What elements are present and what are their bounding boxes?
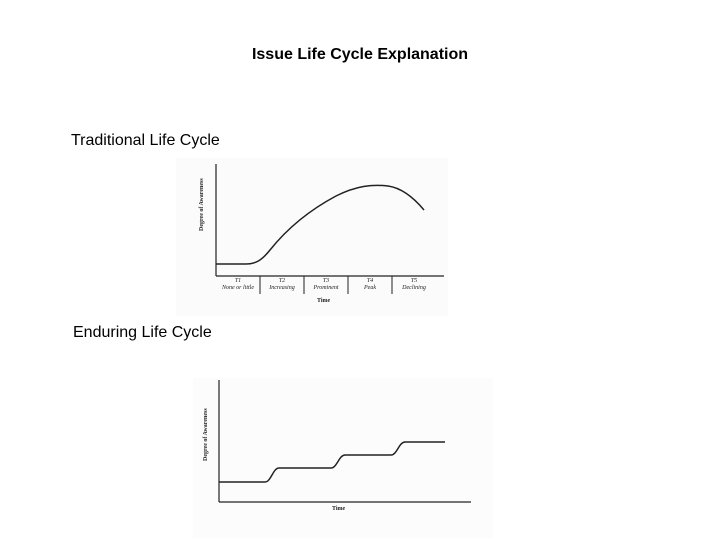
- traditional-phase-t3: T3 Prominent: [304, 278, 348, 292]
- traditional-life-cycle-label: Traditional Life Cycle: [71, 132, 220, 149]
- traditional-y-axis-label: Degree of Awareness: [199, 178, 205, 231]
- traditional-phase-t5: T5 Declining: [392, 278, 436, 292]
- traditional-life-cycle-diagram: Degree of Awareness T1 None or little T2…: [176, 158, 448, 316]
- phase-code: T5: [410, 278, 418, 284]
- phase-code: T4: [366, 278, 374, 284]
- traditional-curve-svg: [215, 164, 444, 294]
- phase-code: T2: [278, 278, 286, 284]
- phase-name: None or little: [222, 285, 254, 291]
- enduring-curve-svg: [218, 380, 471, 503]
- enduring-x-axis-label: Time: [332, 506, 346, 512]
- enduring-life-cycle-diagram: Degree of Awareness Time: [193, 378, 493, 538]
- phase-code: T1: [234, 278, 242, 284]
- traditional-phase-t1: T1 None or little: [216, 278, 260, 292]
- traditional-awareness-curve: [216, 184, 425, 265]
- traditional-phase-t2: T2 Increasing: [260, 278, 304, 292]
- slide-title: Issue Life Cycle Explanation: [251, 46, 469, 63]
- traditional-phase-t4: T4 Peak: [348, 278, 392, 292]
- phase-name: Declining: [402, 285, 426, 291]
- traditional-x-axis-label: Time: [317, 298, 331, 304]
- phase-name: Increasing: [269, 285, 295, 291]
- phase-code: T3: [322, 278, 330, 284]
- enduring-y-axis-label: Degree of Awareness: [203, 408, 209, 461]
- phase-name: Prominent: [313, 285, 339, 291]
- enduring-life-cycle-label: Enduring Life Cycle: [73, 324, 212, 341]
- enduring-awareness-curve: [219, 441, 445, 483]
- phase-name: Peak: [364, 285, 376, 291]
